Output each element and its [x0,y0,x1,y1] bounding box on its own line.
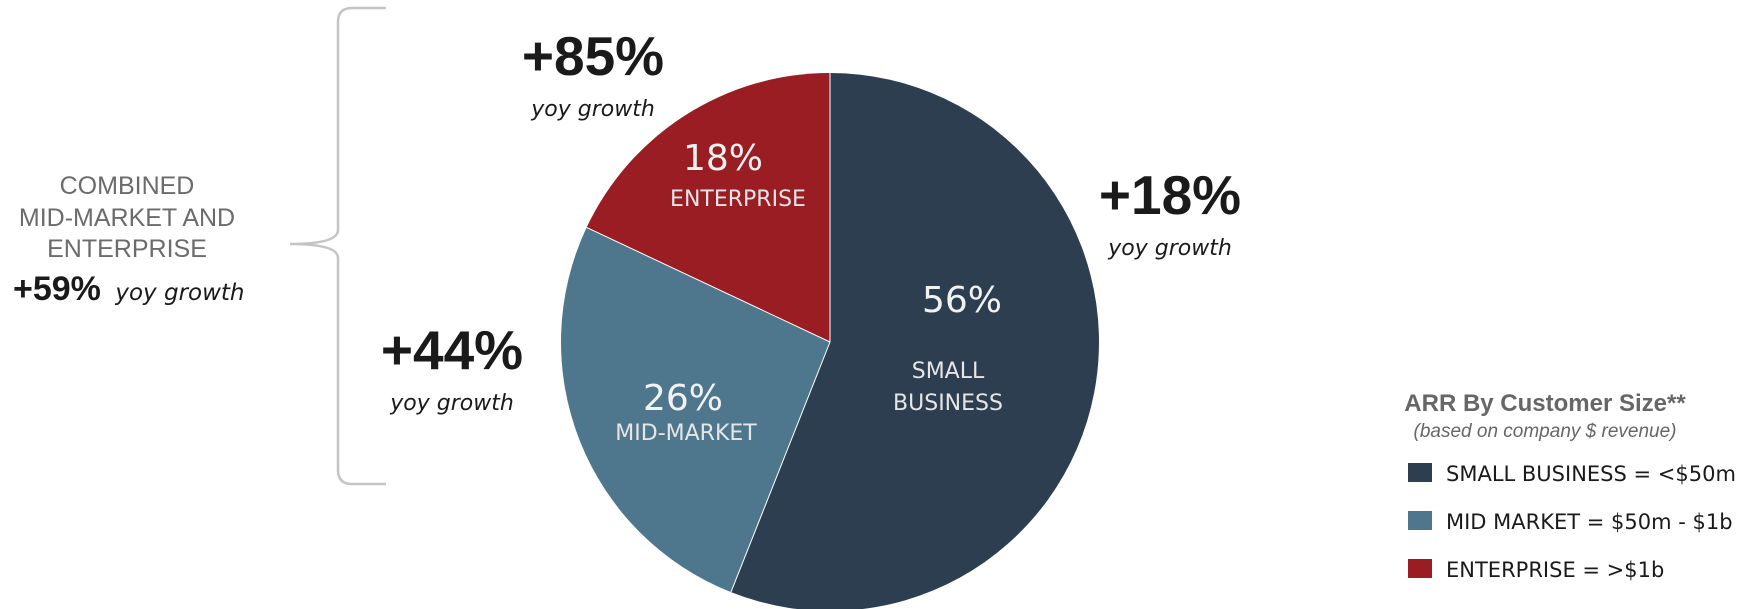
combined-growth-value: +59% [13,270,101,308]
slice-category-label-mid: MID-MARKET [615,421,757,446]
legend: ARR By Customer Size** (based on company… [1404,390,1736,582]
svg-text:+59% yoy growth: +59% yoy growth [13,270,245,308]
slice-divider [730,341,831,593]
growth-note-small: yoy growth [1107,236,1232,261]
legend-item-label: ENTERPRISE = >$1b [1446,558,1664,582]
slice-value-label-small: 56% [922,280,1002,321]
growth-value-mid: +44% [381,319,523,381]
pie-slice-mid [560,227,830,593]
growth-callouts: +18% yoy growth +44% yoy growth +85% yoy grow… [381,25,1241,416]
pie-slices [560,73,1099,609]
legend-subtitle: (based on company $ revenue) [1414,421,1677,442]
pie-slice-small [730,73,1099,609]
growth-note-enterprise: yoy growth [530,97,655,122]
growth-value-enterprise: +85% [522,25,664,87]
legend-swatch [1408,559,1432,578]
slice-value-label-enterprise: 18% [683,138,763,179]
combined-bracket [289,6,386,486]
pie-slice-enterprise [586,73,830,342]
combined-growth-note: yoy growth [114,280,244,306]
legend-title: ARR By Customer Size** [1404,390,1686,417]
legend-item-label: MID MARKET = $50m - $1b [1446,510,1733,534]
combined-line-3: ENTERPRISE [47,235,207,263]
slice-value-label-mid: 26% [643,378,723,419]
legend-swatch [1408,511,1432,530]
legend-item-label: SMALL BUSINESS = <$50m [1446,462,1736,486]
combined-label: COMBINED MID-MARKET AND ENTERPRISE +59% … [13,172,245,308]
legend-swatch [1408,463,1432,482]
growth-value-small: +18% [1099,164,1241,226]
slice-category-label-small: BUSINESS [893,391,1003,416]
slice-category-label-enterprise: ENTERPRISE [670,187,806,212]
growth-note-mid: yoy growth [389,391,514,416]
pie-slice-labels: 56% SMALL BUSINESS 26%MID-MARKET 18% ENTERPRI… [615,138,1003,446]
combined-line-1: COMBINED [60,172,195,200]
combined-line-2: MID-MARKET AND [19,204,235,232]
slice-category-label-small: SMALL [912,359,985,384]
legend-items: SMALL BUSINESS = <$50m MID MARKET = $50m … [1408,462,1736,582]
slice-divider [586,227,831,343]
